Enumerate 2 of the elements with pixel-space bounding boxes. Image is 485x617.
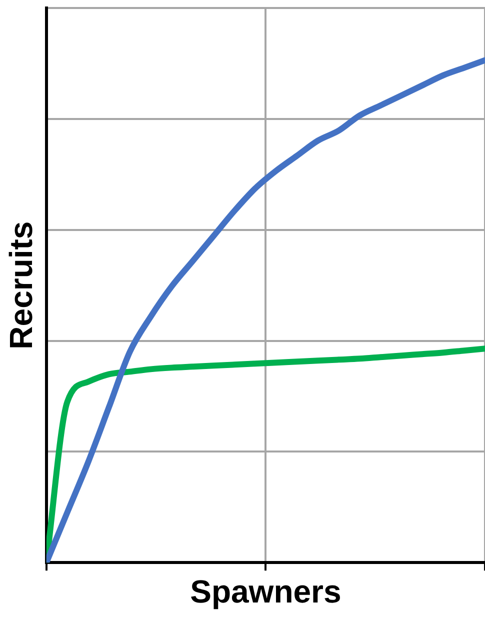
x-axis-title: Spawners: [190, 574, 342, 610]
y-axis-title: Recruits: [3, 221, 40, 350]
